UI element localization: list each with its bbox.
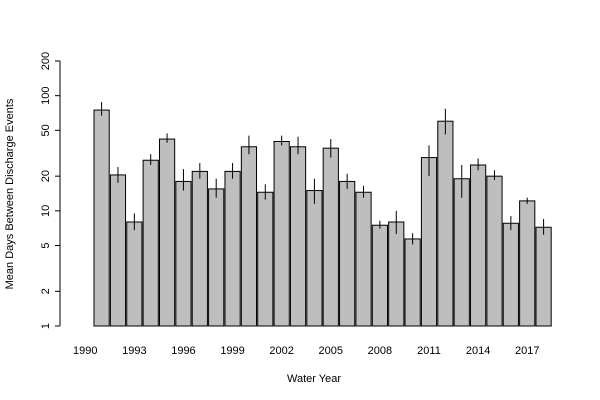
x-tick-label: 1993 [122, 345, 146, 357]
bar [224, 170, 241, 327]
y-tick-label: 10 [40, 205, 52, 217]
bar [175, 180, 192, 327]
bar [208, 188, 225, 327]
x-tick-label: 2002 [269, 345, 293, 357]
bar [404, 238, 421, 327]
x-tick-label: 2017 [515, 345, 539, 357]
bar [289, 146, 307, 327]
y-tick-label: 5 [40, 242, 52, 248]
y-axis-title: Mean Days Between Discharge Events [4, 98, 16, 289]
bar [109, 174, 127, 327]
y-tick-label: 100 [40, 86, 52, 104]
bar [339, 180, 356, 327]
bar [519, 200, 536, 327]
bar [240, 146, 258, 327]
y-tick-label: 20 [40, 170, 52, 182]
bar [453, 178, 470, 327]
error-bars [101, 102, 545, 245]
bar [142, 159, 159, 327]
x-axis-title: Water Year [287, 373, 341, 385]
bar [158, 138, 176, 327]
bar [388, 221, 405, 327]
y-tick-label: 200 [40, 52, 52, 70]
x-tick-label: 2011 [417, 345, 441, 357]
x-tick-label: 2014 [466, 345, 490, 357]
bar [306, 190, 323, 327]
bar [420, 157, 438, 327]
x-tick-label: 1996 [171, 345, 195, 357]
bar [322, 147, 339, 327]
y-axis: 1 2 5 10 20 50 100 200 [40, 52, 61, 329]
bar [126, 221, 143, 327]
x-tick-label: 1990 [73, 345, 97, 357]
bar [535, 226, 552, 327]
bar [273, 140, 290, 327]
bar [470, 164, 487, 327]
bars [93, 109, 552, 327]
y-tick-label: 1 [40, 323, 52, 329]
x-tick-label: 2008 [368, 345, 392, 357]
x-tick-label: 1999 [220, 345, 244, 357]
bar [355, 191, 372, 327]
bar [502, 222, 519, 327]
bar [257, 191, 274, 327]
y-tick-label: 2 [40, 288, 52, 294]
bar [437, 120, 454, 327]
y-tick-label: 50 [40, 124, 52, 136]
bar [371, 224, 388, 327]
bar [93, 109, 110, 327]
bar [191, 170, 208, 327]
x-axis-labels: 1990 1993 1996 1999 2002 2005 2008 2011 2014 2017 [73, 345, 539, 357]
x-tick-label: 2005 [319, 345, 343, 357]
bar [486, 175, 503, 327]
